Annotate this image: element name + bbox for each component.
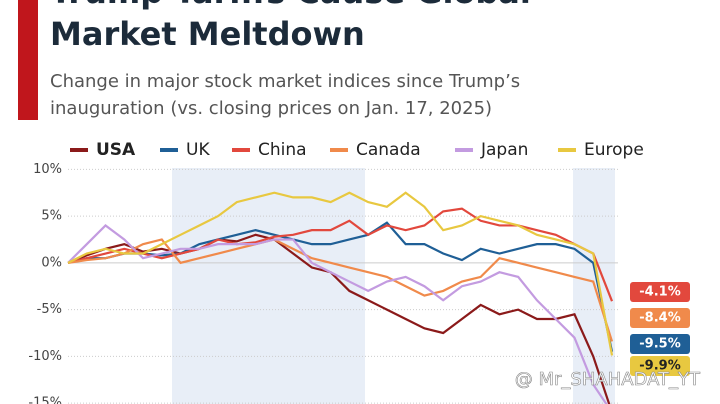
line-series <box>67 224 608 404</box>
legend-label: Europe <box>584 140 644 160</box>
line-series <box>67 191 614 356</box>
end-label-box <box>630 282 690 302</box>
legend-label: UK <box>186 140 210 160</box>
y-tick-label: -10% <box>28 349 62 364</box>
y-tick-label: -5% <box>37 302 62 317</box>
end-label: -4.1% <box>639 285 680 300</box>
y-tick-label: 10% <box>33 162 62 177</box>
subtitle: inauguration (vs. closing prices on Jan.… <box>50 98 492 119</box>
subtitle: Change in major stock market indices sin… <box>50 71 520 92</box>
chart-title: Trump Tariffs Cause Global <box>50 0 531 11</box>
end-label-box <box>630 334 690 354</box>
legend-label: USA <box>96 140 136 160</box>
end-label-box <box>630 356 690 376</box>
end-label: -9.5% <box>639 337 680 352</box>
chart-title: Market Meltdown <box>50 15 365 53</box>
shaded-period <box>172 168 365 404</box>
legend-label: Canada <box>356 140 421 160</box>
line-series <box>67 233 611 404</box>
y-tick-label: 5% <box>41 209 62 224</box>
y-tick-label: 0% <box>41 255 62 270</box>
watermark: @ Mr_SHAHADAT_YT <box>515 369 701 390</box>
legend-label: Japan <box>480 140 528 160</box>
end-label-box <box>630 308 690 328</box>
line-series <box>67 238 614 342</box>
accent-bar <box>18 0 38 120</box>
end-label: -9.9% <box>639 359 680 374</box>
y-tick-label: -15% <box>28 396 62 404</box>
legend-label: China <box>258 140 307 160</box>
end-label: -8.4% <box>639 311 680 326</box>
